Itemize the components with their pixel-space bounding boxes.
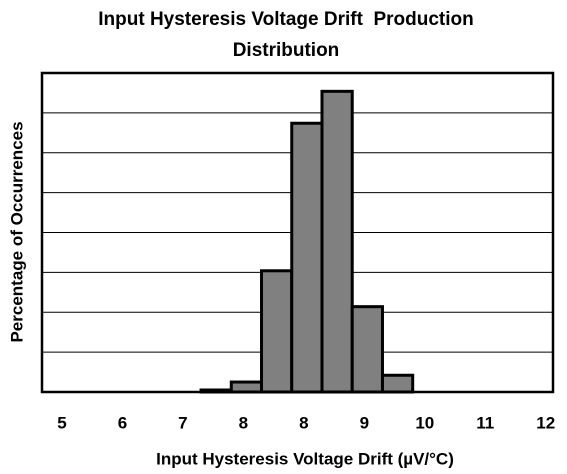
bar bbox=[260, 269, 294, 394]
plot-frame bbox=[40, 71, 555, 394]
bar bbox=[380, 373, 415, 394]
chart-title: Input Hysteresis Voltage Drift Productio… bbox=[98, 9, 473, 30]
x-tick-label: 8 bbox=[299, 413, 308, 432]
x-tick-label: 10 bbox=[415, 413, 434, 432]
bar bbox=[290, 121, 324, 394]
x-axis-label: Input Hysteresis Voltage Drift (µV/°C) bbox=[156, 449, 454, 468]
chart-title: Distribution bbox=[233, 40, 340, 61]
y-axis-label: Percentage of Occurrences bbox=[7, 121, 26, 342]
bar bbox=[350, 305, 384, 394]
x-tick-label: 5 bbox=[57, 413, 66, 432]
bar bbox=[320, 89, 354, 394]
x-tick-label: 8 bbox=[239, 413, 248, 432]
x-tick-label: 9 bbox=[360, 413, 369, 432]
x-tick-label: 12 bbox=[536, 413, 555, 432]
bar bbox=[229, 380, 264, 394]
x-tick-label: 11 bbox=[476, 413, 494, 432]
x-tick-label: 6 bbox=[118, 413, 127, 432]
x-tick-label: 7 bbox=[178, 413, 187, 432]
